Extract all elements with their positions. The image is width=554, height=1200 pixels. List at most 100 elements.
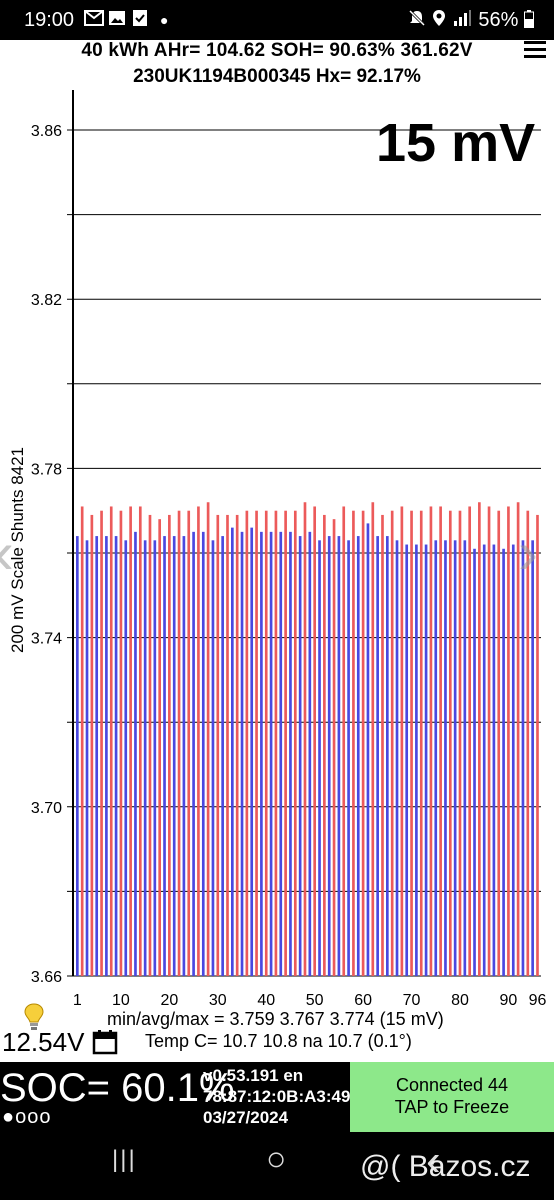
bar-cell-5: [95, 536, 99, 976]
bar-cell-42: [274, 510, 278, 976]
bar-cell-78: [448, 510, 452, 976]
bar-cell-2: [80, 506, 84, 976]
bar-cell-29: [211, 540, 215, 976]
bar-cell-85: [482, 544, 486, 976]
bar-cell-77: [444, 540, 447, 976]
bar-cell-72: [419, 510, 423, 976]
bar-cell-8: [109, 506, 113, 976]
bar-cell-55: [337, 536, 341, 976]
calendar-icon[interactable]: [92, 1029, 118, 1060]
x-tick-label: 20: [160, 992, 178, 1009]
bar-cell-40: [264, 510, 268, 976]
bar-cell-26: [197, 506, 200, 976]
bar-cell-95: [531, 540, 534, 976]
bar-cell-91: [511, 544, 515, 976]
y-tick-label: 3.78: [31, 461, 62, 478]
bar-cell-33: [231, 527, 234, 976]
gmail-icon: [84, 9, 104, 31]
gallery-icon: [108, 9, 126, 31]
bar-cell-38: [255, 510, 258, 976]
bar-cell-59: [356, 536, 360, 976]
bar-cell-53: [327, 536, 331, 976]
bar-cell-30: [216, 514, 220, 976]
bar-cell-80: [458, 510, 462, 976]
bar-cell-10: [119, 510, 123, 976]
y-tick-label: 3.66: [31, 969, 62, 986]
bar-cell-14: [138, 506, 142, 976]
bar-cell-89: [502, 548, 505, 976]
vin-health-line: 230UK1194B000345 Hx= 92.17%: [133, 66, 421, 87]
x-tick-label: 96: [529, 992, 547, 1009]
bar-cell-3: [85, 540, 89, 976]
bar-cell-62: [371, 502, 375, 976]
bulb-icon[interactable]: [22, 1002, 46, 1037]
connect-freeze-button[interactable]: Connected 44 TAP to Freeze: [350, 1062, 554, 1132]
bar-cell-44: [284, 510, 287, 976]
bar-cell-52: [323, 514, 326, 976]
y-tick-label: 3.82: [31, 292, 62, 309]
dot-icon: ●: [160, 12, 169, 28]
bar-cell-49: [308, 531, 312, 976]
bar-cell-37: [250, 527, 254, 976]
bar-cell-15: [143, 540, 147, 976]
aux-battery-voltage: 12.54V: [2, 1027, 85, 1057]
bar-cell-18: [158, 519, 162, 976]
app-version: v0.53.191 en: [203, 1066, 304, 1085]
x-tick-label: 1: [73, 992, 82, 1009]
x-tick-label: 90: [500, 992, 518, 1009]
bar-cell-92: [516, 502, 520, 976]
date: 03/27/2024: [203, 1108, 289, 1127]
cell-stats: min/avg/max = 3.759 3.767 3.774 (15 mV): [107, 1009, 444, 1029]
x-tick-label: 70: [403, 992, 421, 1009]
info-bar: [0, 1062, 350, 1132]
freeze-label: TAP to Freeze: [394, 1097, 510, 1117]
cell-voltage-chart[interactable]: 3.66 3.70 3.74 3.78 3.82 3.86 1 10 20 30 40 50 60 70 8…: [0, 90, 554, 1020]
y-tick-label: 3.70: [31, 800, 62, 817]
bar-cell-28: [206, 502, 210, 976]
bar-cell-90: [507, 506, 510, 976]
bar-cell-57: [347, 540, 350, 976]
y-tick-label: 3.86: [31, 123, 62, 140]
watermark: @( Bazos.cz: [360, 1150, 531, 1183]
bar-cell-86: [487, 506, 491, 976]
bar-cell-61: [366, 523, 370, 976]
bar-cell-9: [114, 536, 118, 976]
bar-cell-31: [221, 536, 224, 976]
bar-cell-25: [192, 531, 195, 976]
recents-button[interactable]: |||: [112, 1146, 137, 1173]
next-chevron-icon[interactable]: ›: [518, 519, 538, 586]
bar-cell-66: [390, 510, 394, 976]
bar-cell-47: [298, 536, 302, 976]
back-button[interactable]: ‹: [426, 1136, 441, 1185]
bar-cell-17: [153, 540, 157, 976]
scale-label[interactable]: 15 mV: [376, 113, 536, 173]
bar-cell-32: [226, 514, 229, 976]
x-tick-label: 50: [306, 992, 324, 1009]
bar-cell-7: [105, 536, 108, 976]
bar-cell-58: [352, 510, 355, 976]
bar-cell-87: [492, 544, 496, 976]
prev-chevron-icon[interactable]: ‹: [0, 518, 14, 587]
connection-status: Connected 44: [395, 1075, 509, 1095]
bar-cell-94: [526, 510, 530, 976]
signal-icon: [452, 9, 472, 32]
system-nav-bar: [0, 1132, 554, 1200]
bar-cell-43: [279, 531, 283, 976]
bar-cell-41: [269, 531, 273, 976]
status-time: 19:00: [24, 9, 75, 31]
bar-cell-67: [395, 540, 399, 976]
menu-icon[interactable]: [524, 41, 546, 59]
bar-cell-11: [124, 540, 128, 976]
bar-cell-76: [439, 506, 442, 976]
bar-cell-79: [453, 540, 457, 976]
home-button[interactable]: ○: [266, 1140, 287, 1178]
mute-icon: [408, 9, 426, 32]
bar-cell-74: [429, 506, 433, 976]
bar-cell-4: [90, 514, 94, 976]
bar-cell-22: [177, 510, 181, 976]
soc-value: SOC= 60.1%: [0, 1066, 235, 1110]
bar-cell-35: [240, 531, 244, 976]
bar-cell-39: [260, 531, 263, 976]
bar-cell-27: [201, 531, 205, 976]
bar-cell-81: [463, 540, 467, 976]
